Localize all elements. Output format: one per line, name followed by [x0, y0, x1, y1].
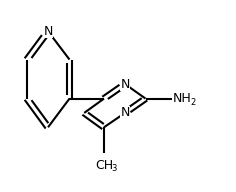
Text: NH: NH: [173, 92, 192, 105]
Text: 3: 3: [111, 164, 117, 173]
Text: 2: 2: [190, 98, 196, 108]
Text: N: N: [120, 106, 130, 119]
Text: CH: CH: [95, 159, 113, 172]
Text: N: N: [120, 78, 130, 91]
Text: N: N: [43, 25, 53, 38]
